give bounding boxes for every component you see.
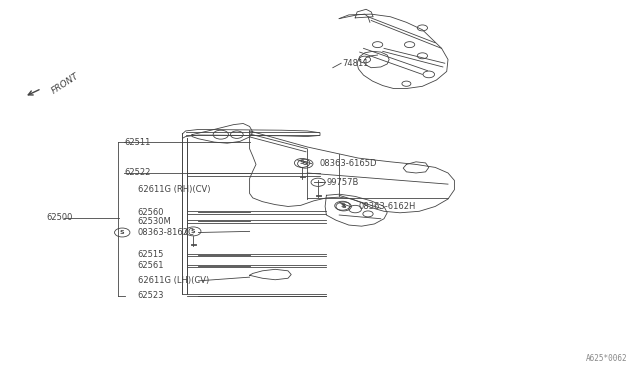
Text: 08363-6162H: 08363-6162H <box>358 202 416 211</box>
Text: S: S <box>341 204 346 209</box>
Text: 62515: 62515 <box>138 250 164 259</box>
Text: 62522: 62522 <box>125 169 151 177</box>
Text: 62530M: 62530M <box>138 217 172 226</box>
Text: 62611G (RH)(CV): 62611G (RH)(CV) <box>138 185 210 194</box>
Text: 62523: 62523 <box>138 291 164 300</box>
Text: S: S <box>300 160 305 166</box>
Text: 62511: 62511 <box>125 138 151 147</box>
Text: 62500: 62500 <box>46 213 72 222</box>
Text: 99757B: 99757B <box>326 178 359 187</box>
Text: A625*0062: A625*0062 <box>586 354 627 363</box>
Text: S: S <box>303 161 308 166</box>
Text: 62561: 62561 <box>138 262 164 270</box>
Text: 08363-6165D: 08363-6165D <box>320 159 378 168</box>
Text: S: S <box>120 230 125 235</box>
Text: 08363-8162C: 08363-8162C <box>138 228 195 237</box>
Text: 62611G (LH)(CV): 62611G (LH)(CV) <box>138 276 209 285</box>
Text: 74811: 74811 <box>342 59 369 68</box>
Text: S: S <box>340 203 345 208</box>
Text: 62560: 62560 <box>138 208 164 217</box>
Text: FRONT: FRONT <box>50 71 81 96</box>
Text: S: S <box>191 229 196 234</box>
